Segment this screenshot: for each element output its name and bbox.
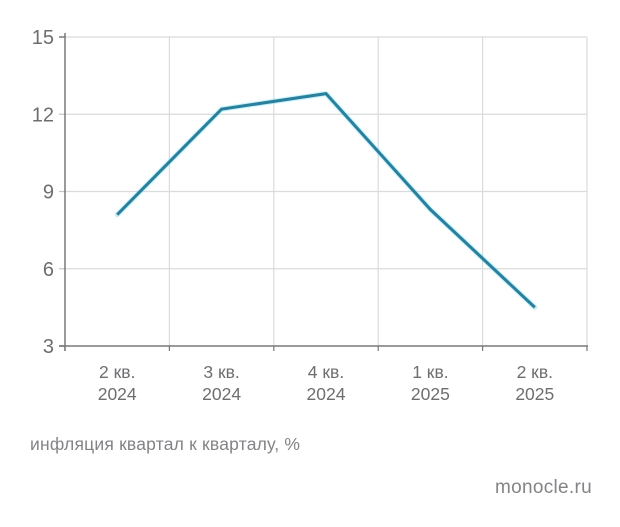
x-tick-label: 3 кв. 2024 xyxy=(202,362,241,404)
series-line-group xyxy=(114,91,538,310)
inflation-line xyxy=(116,92,536,309)
x-tick-label: 2 кв. 2024 xyxy=(98,362,137,404)
x-axis-tick-labels: 2 кв. 2024 3 кв. 2024 4 кв. 2024 1 кв. 2025 2 кв… xyxy=(98,362,555,404)
source-watermark: monocle.ru xyxy=(495,477,592,498)
y-tick-label: 9 xyxy=(43,182,54,204)
inflation-line-chart: 3 6 9 12 15 2 кв. 2024 3 кв. 2024 4 кв. 2024 1 кв.… xyxy=(32,27,588,404)
y-tick-label: 6 xyxy=(43,259,54,281)
x-tick-label: 2 кв. 2025 xyxy=(515,362,554,404)
gridlines xyxy=(65,36,588,346)
chart-caption: инфляция квартал к кварталу, % xyxy=(30,434,301,454)
inflation-line-glow xyxy=(114,91,538,310)
x-tick-label: 4 кв. 2024 xyxy=(307,362,346,404)
y-tick-label: 12 xyxy=(32,104,54,126)
axes xyxy=(59,33,588,351)
y-tick-label: 3 xyxy=(43,336,54,358)
x-tick-label: 1 кв. 2025 xyxy=(411,362,450,404)
y-tick-label: 15 xyxy=(32,27,54,49)
y-axis-tick-labels: 3 6 9 12 15 xyxy=(32,27,54,358)
